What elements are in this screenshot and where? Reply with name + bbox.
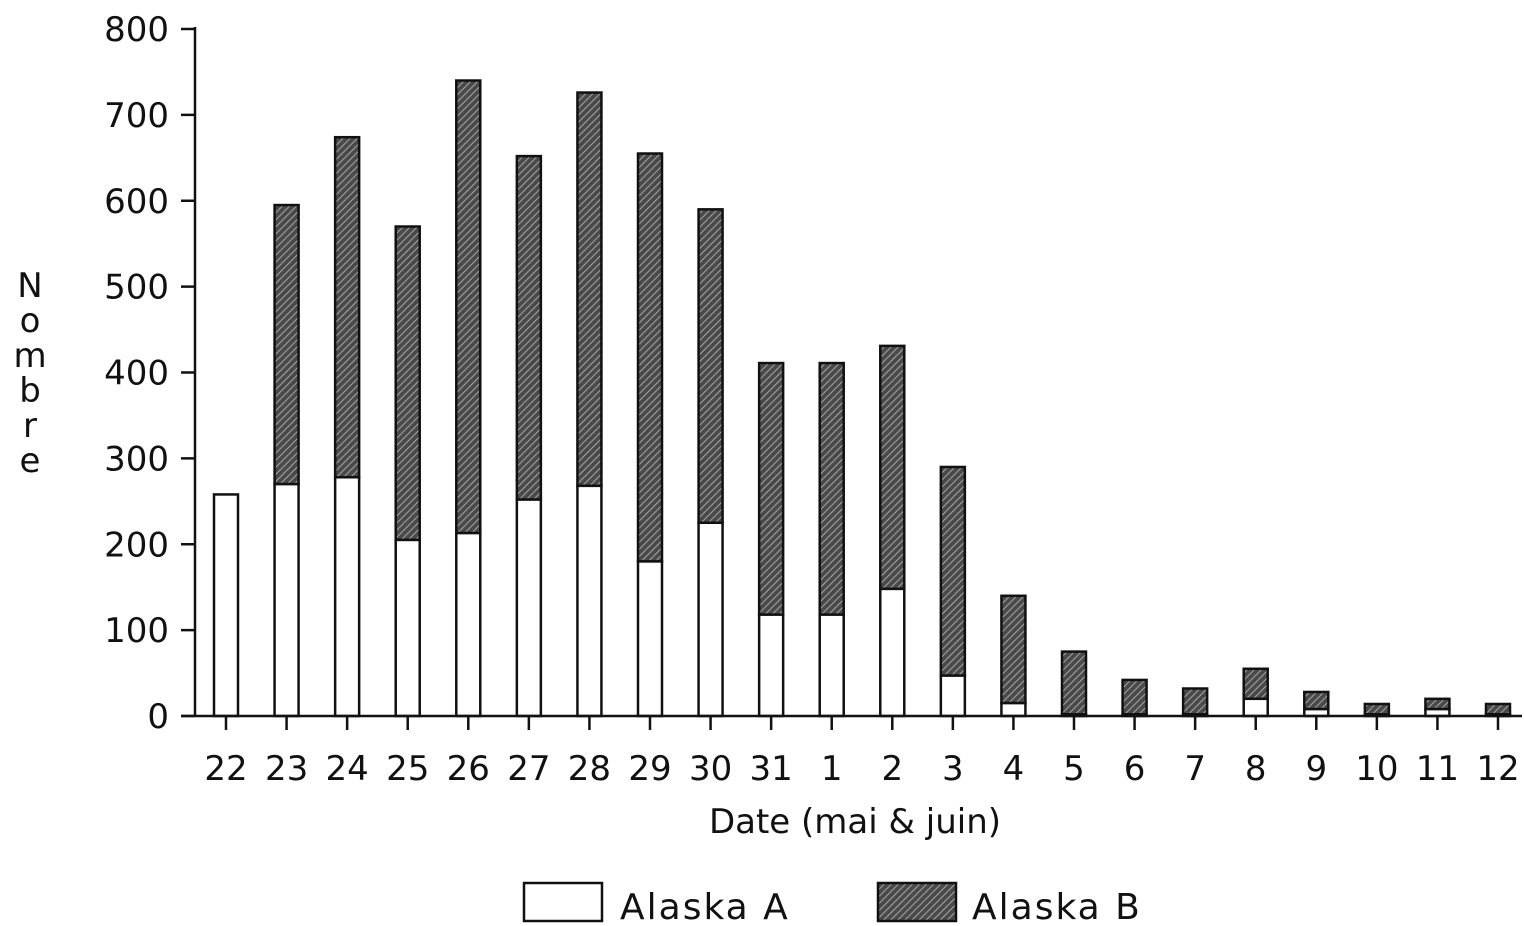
y-tick-label: 300 (104, 439, 169, 479)
x-tick-label-1: 1 (821, 749, 843, 789)
bar-alaska-b-8 (1242, 667, 1269, 701)
bar-alaska-b-25 (394, 225, 421, 542)
x-tick-label-10: 10 (1355, 749, 1398, 789)
x-tick-label-22: 22 (204, 749, 247, 789)
x-axis-title: Date (mai & juin) (709, 802, 1001, 842)
bar-alaska-a-1 (818, 613, 845, 718)
x-tick-label-29: 29 (628, 749, 671, 789)
bar-alaska-a-30 (697, 521, 724, 718)
x-tick-label-30: 30 (689, 749, 732, 789)
bar-alaska-a-27 (515, 498, 543, 718)
x-tick-label-11: 11 (1416, 749, 1459, 789)
legend-swatch-alaska-a (522, 881, 604, 923)
bar-alaska-b-24 (333, 135, 361, 479)
bar-alaska-b-2 (879, 344, 906, 591)
x-tick-label-23: 23 (265, 749, 308, 789)
y-axis-ticks: 0 100 200 300 400 500 600 700 800 (104, 10, 195, 737)
bars (212, 79, 1512, 718)
y-tick-label: 400 (104, 354, 169, 394)
legend: Alaska A Alaska B (522, 881, 1142, 926)
bar-alaska-b-10 (1363, 702, 1391, 716)
bar-alaska-b-3 (939, 465, 967, 677)
x-tick-label-27: 27 (507, 749, 550, 789)
bar-alaska-a-26 (455, 531, 482, 718)
bar-alaska-b-4 (1000, 594, 1027, 705)
legend-swatch-alaska-b (876, 881, 958, 923)
x-tick-label-26: 26 (447, 749, 490, 789)
x-tick-label-25: 25 (386, 749, 429, 789)
bar-alaska-a-28 (576, 484, 603, 718)
x-axis-ticks: 22 23 24 25 26 27 28 29 30 31 1 2 3 4 5 6 7 8 9 10 11 12 (204, 716, 1520, 789)
bar-alaska-b-5 (1060, 650, 1088, 716)
bar-alaska-b-1 (818, 361, 845, 616)
x-tick-label-12: 12 (1476, 749, 1519, 789)
bar-alaska-b-31 (757, 361, 785, 616)
bar-alaska-b-27 (515, 154, 543, 501)
x-tick-label-5: 5 (1063, 749, 1085, 789)
legend-label-alaska-a: Alaska A (620, 887, 790, 926)
x-tick-label-8: 8 (1245, 749, 1267, 789)
bar-alaska-a-22 (212, 493, 240, 718)
x-tick-label-3: 3 (942, 749, 964, 789)
bar-alaska-b-7 (1181, 687, 1209, 716)
bar-alaska-a-8 (1242, 697, 1269, 718)
bar-alaska-b-9 (1303, 690, 1330, 711)
bar-alaska-b-28 (576, 91, 603, 488)
bar-alaska-a-24 (333, 476, 361, 718)
y-tick-label: 500 (104, 268, 169, 308)
x-tick-label-2: 2 (881, 749, 903, 789)
legend-label-alaska-b: Alaska B (972, 887, 1142, 926)
y-tick-label: 800 (104, 10, 169, 50)
bar-alaska-b-26 (455, 79, 482, 535)
bar-alaska-b-12 (1484, 702, 1512, 716)
y-tick-label: 0 (147, 697, 169, 737)
y-tick-label: 600 (104, 182, 169, 222)
bar-alaska-b-30 (697, 208, 724, 525)
x-tick-label-9: 9 (1305, 749, 1327, 789)
x-tick-label-7: 7 (1184, 749, 1206, 789)
x-tick-label-4: 4 (1003, 749, 1025, 789)
y-tick-label: 100 (104, 611, 169, 651)
y-tick-label: 700 (104, 96, 169, 136)
bar-alaska-b-23 (273, 203, 300, 486)
bar-alaska-a-23 (273, 482, 300, 718)
bar-alaska-a-31 (757, 613, 785, 718)
bar-alaska-a-3 (939, 674, 967, 718)
y-tick-label: 200 (104, 525, 169, 565)
bar-alaska-b-11 (1424, 697, 1451, 711)
x-tick-label-28: 28 (568, 749, 611, 789)
bar-alaska-b-29 (636, 152, 664, 563)
bar-alaska-a-4 (1000, 701, 1027, 718)
bar-alaska-a-29 (636, 560, 664, 718)
bar-alaska-a-2 (879, 587, 906, 718)
x-tick-label-31: 31 (750, 749, 793, 789)
bar-alaska-a-25 (394, 538, 421, 718)
x-tick-label-6: 6 (1124, 749, 1146, 789)
bar-alaska-b-6 (1121, 678, 1148, 716)
x-tick-label-24: 24 (326, 749, 369, 789)
